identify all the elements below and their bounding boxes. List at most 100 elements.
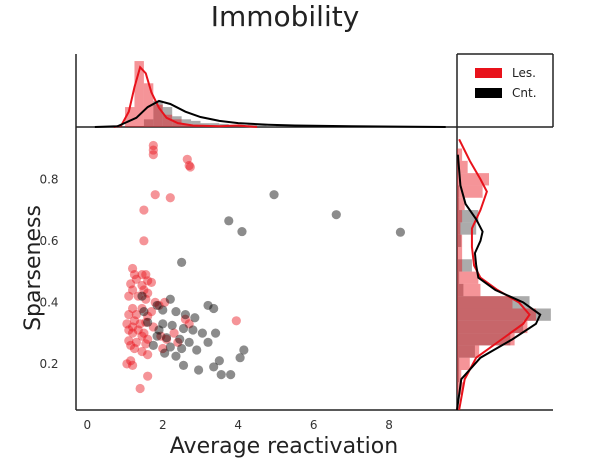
y-axis-label: Sparseness [21,205,46,331]
scatter-point [269,190,279,200]
top-hist-bar [125,107,135,127]
scatter-point [133,291,143,301]
top-hist-bar [209,123,220,127]
scatter-point [146,277,157,287]
scatter-point [226,370,236,380]
scatter-point [127,328,138,338]
right-hist-bar [457,345,480,358]
scatter-point [124,336,134,346]
x-tick-label: 2 [159,418,167,432]
right-hist-bar [457,234,463,247]
scatter-point [235,353,245,363]
x-tick-label: 0 [83,418,91,432]
right-kde-les [458,138,531,411]
scatter-point [122,359,132,369]
top-kde-les [113,65,258,128]
top-hist-bar [153,100,163,127]
legend-swatch-les [475,68,502,78]
scatter-point [178,360,189,370]
scatter-point [122,319,132,329]
scatter-point [203,300,213,311]
right-hist-bar [457,197,465,211]
scatter-point [135,319,145,329]
top-hist-bar [191,120,201,127]
right-hist-bar [457,296,530,309]
right-hist-bar [457,320,528,334]
top-marginal-histogram [75,54,553,128]
scatter-point [209,362,219,372]
scatter-point [133,325,143,335]
scatter-point [184,160,194,171]
right-hist-bar [457,234,462,247]
scatter-point [180,310,190,320]
top-hist-bar [181,119,192,127]
scatter-point [161,334,172,344]
right-hist-bar [457,370,462,383]
right-hist-bar [457,197,460,211]
legend: Les. Cnt. [457,53,554,127]
scatter-point [127,303,138,314]
scatter-point [148,340,158,351]
scatter-point [160,348,170,358]
scatter-point [143,334,153,344]
legend-label-cnt: Cnt. [512,86,537,100]
scatter-point [148,150,158,160]
scatter-point [131,310,141,320]
right-hist-bar [457,259,472,272]
scatter-point [150,297,160,307]
scatter-point [137,280,147,291]
right-hist-bar [457,173,489,186]
right-hist-bar [457,210,463,223]
right-hist-bar [457,308,536,321]
series-les [122,140,241,394]
scatter-point [137,346,147,357]
scatter-point [139,328,149,338]
right-hist-bar [457,271,479,284]
scatter-point [148,322,158,332]
scatter-point [124,310,134,320]
scatter-point [152,331,162,341]
right-hist-bar [457,246,463,260]
x-tick-label: 8 [385,418,393,432]
scatter-point [139,236,149,246]
series-cnt [137,190,406,380]
scatter-point [139,285,149,295]
y-tick-label: 0.6 [39,234,58,248]
scatter-point [127,263,138,274]
right-hist-bar [457,185,460,198]
right-hist-bar [457,148,463,161]
scatter-point [331,210,341,220]
scatter-point [143,288,153,298]
right-hist-bar [457,296,513,309]
x-tick-label: 4 [234,418,242,432]
scatter-point [190,313,200,323]
scatter-point [127,285,138,295]
main-plot-area: 0 2 4 6 8 0.2 0.4 0.6 0.8 [39,127,457,432]
scatter-point [141,294,151,304]
right-hist-bar [457,259,463,272]
scatter-point [171,306,181,317]
top-hist-bar [162,107,173,127]
right-hist-bar [457,345,475,358]
scatter-point [156,331,166,341]
scatter-point [184,319,194,329]
scatter-point [148,145,158,155]
scatter-point [124,291,134,301]
scatter-point [237,226,247,237]
right-hist-bar [457,283,481,297]
scatter-point [137,291,147,301]
right-hist-bar [457,222,461,235]
y-tick-label: 0.2 [39,357,58,371]
scatter-point [137,331,147,341]
scatter-point [143,317,153,327]
scatter-point [150,190,160,200]
scatter-point [139,306,149,317]
scatter-point [177,343,187,354]
scatter-point [203,337,213,347]
scatter-point [193,365,204,375]
scatter-point [139,205,149,215]
right-hist-bar [457,333,515,346]
scatter-point [165,193,175,203]
